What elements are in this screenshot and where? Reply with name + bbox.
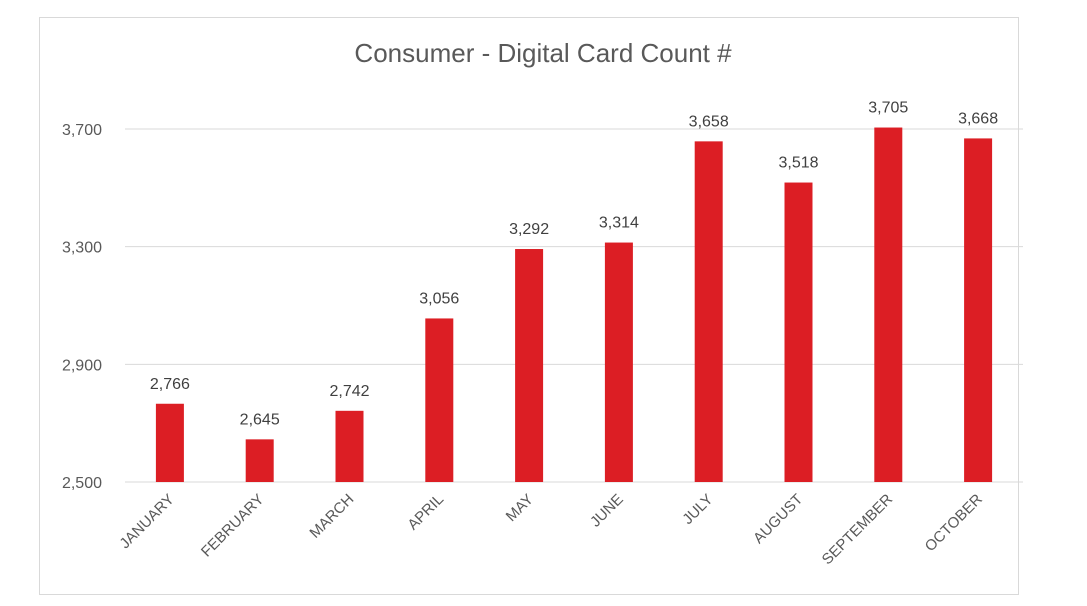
bar xyxy=(964,138,993,482)
x-tick-label: MARCH xyxy=(306,491,357,542)
y-tick-label: 3,300 xyxy=(62,240,102,257)
x-tick-label: APRIL xyxy=(404,491,447,534)
data-label: 3,705 xyxy=(868,100,908,117)
x-tick-label: SEPTEMBER xyxy=(819,491,897,569)
bar xyxy=(604,242,633,482)
bar xyxy=(694,141,723,483)
x-tick-label: FEBRUARY xyxy=(198,491,268,561)
y-tick-label: 3,700 xyxy=(62,122,102,139)
data-label: 3,658 xyxy=(689,113,729,130)
y-axis-ticks: 2,500 2,900 3,300 3,700 xyxy=(62,122,102,492)
data-label: 2,645 xyxy=(240,411,280,428)
data-label: 3,292 xyxy=(509,221,549,238)
bar xyxy=(784,182,813,482)
data-label: 3,668 xyxy=(958,110,998,127)
x-tick-label: MAY xyxy=(503,491,537,525)
data-label: 3,314 xyxy=(599,215,639,232)
data-labels: 2,766 2,645 2,742 3,056 3,292 3,314 3,658 3,518… xyxy=(150,100,998,429)
x-tick-label: AUGUST xyxy=(750,491,806,547)
bar xyxy=(335,410,364,482)
bar xyxy=(874,127,903,482)
chart-title: Consumer - Digital Card Count # xyxy=(354,38,732,68)
bar xyxy=(245,439,274,482)
data-label: 2,742 xyxy=(329,383,369,400)
x-tick-label: JANUARY xyxy=(116,491,177,552)
gridlines xyxy=(125,128,1023,483)
y-tick-label: 2,900 xyxy=(62,357,102,374)
data-label: 3,518 xyxy=(778,155,818,172)
data-label: 3,056 xyxy=(419,290,459,307)
x-tick-label: OCTOBER xyxy=(922,491,986,555)
y-tick-label: 2,500 xyxy=(62,475,102,492)
bar xyxy=(425,318,454,482)
bars xyxy=(155,127,993,483)
x-tick-label: JULY xyxy=(679,491,716,528)
x-axis-categories: JANUARY FEBRUARY MARCH APRIL MAY JUNE JULY AUGU… xyxy=(116,491,986,569)
data-label: 2,766 xyxy=(150,376,190,393)
bar xyxy=(155,403,184,482)
bar xyxy=(515,249,544,482)
x-tick-label: JUNE xyxy=(587,491,627,531)
